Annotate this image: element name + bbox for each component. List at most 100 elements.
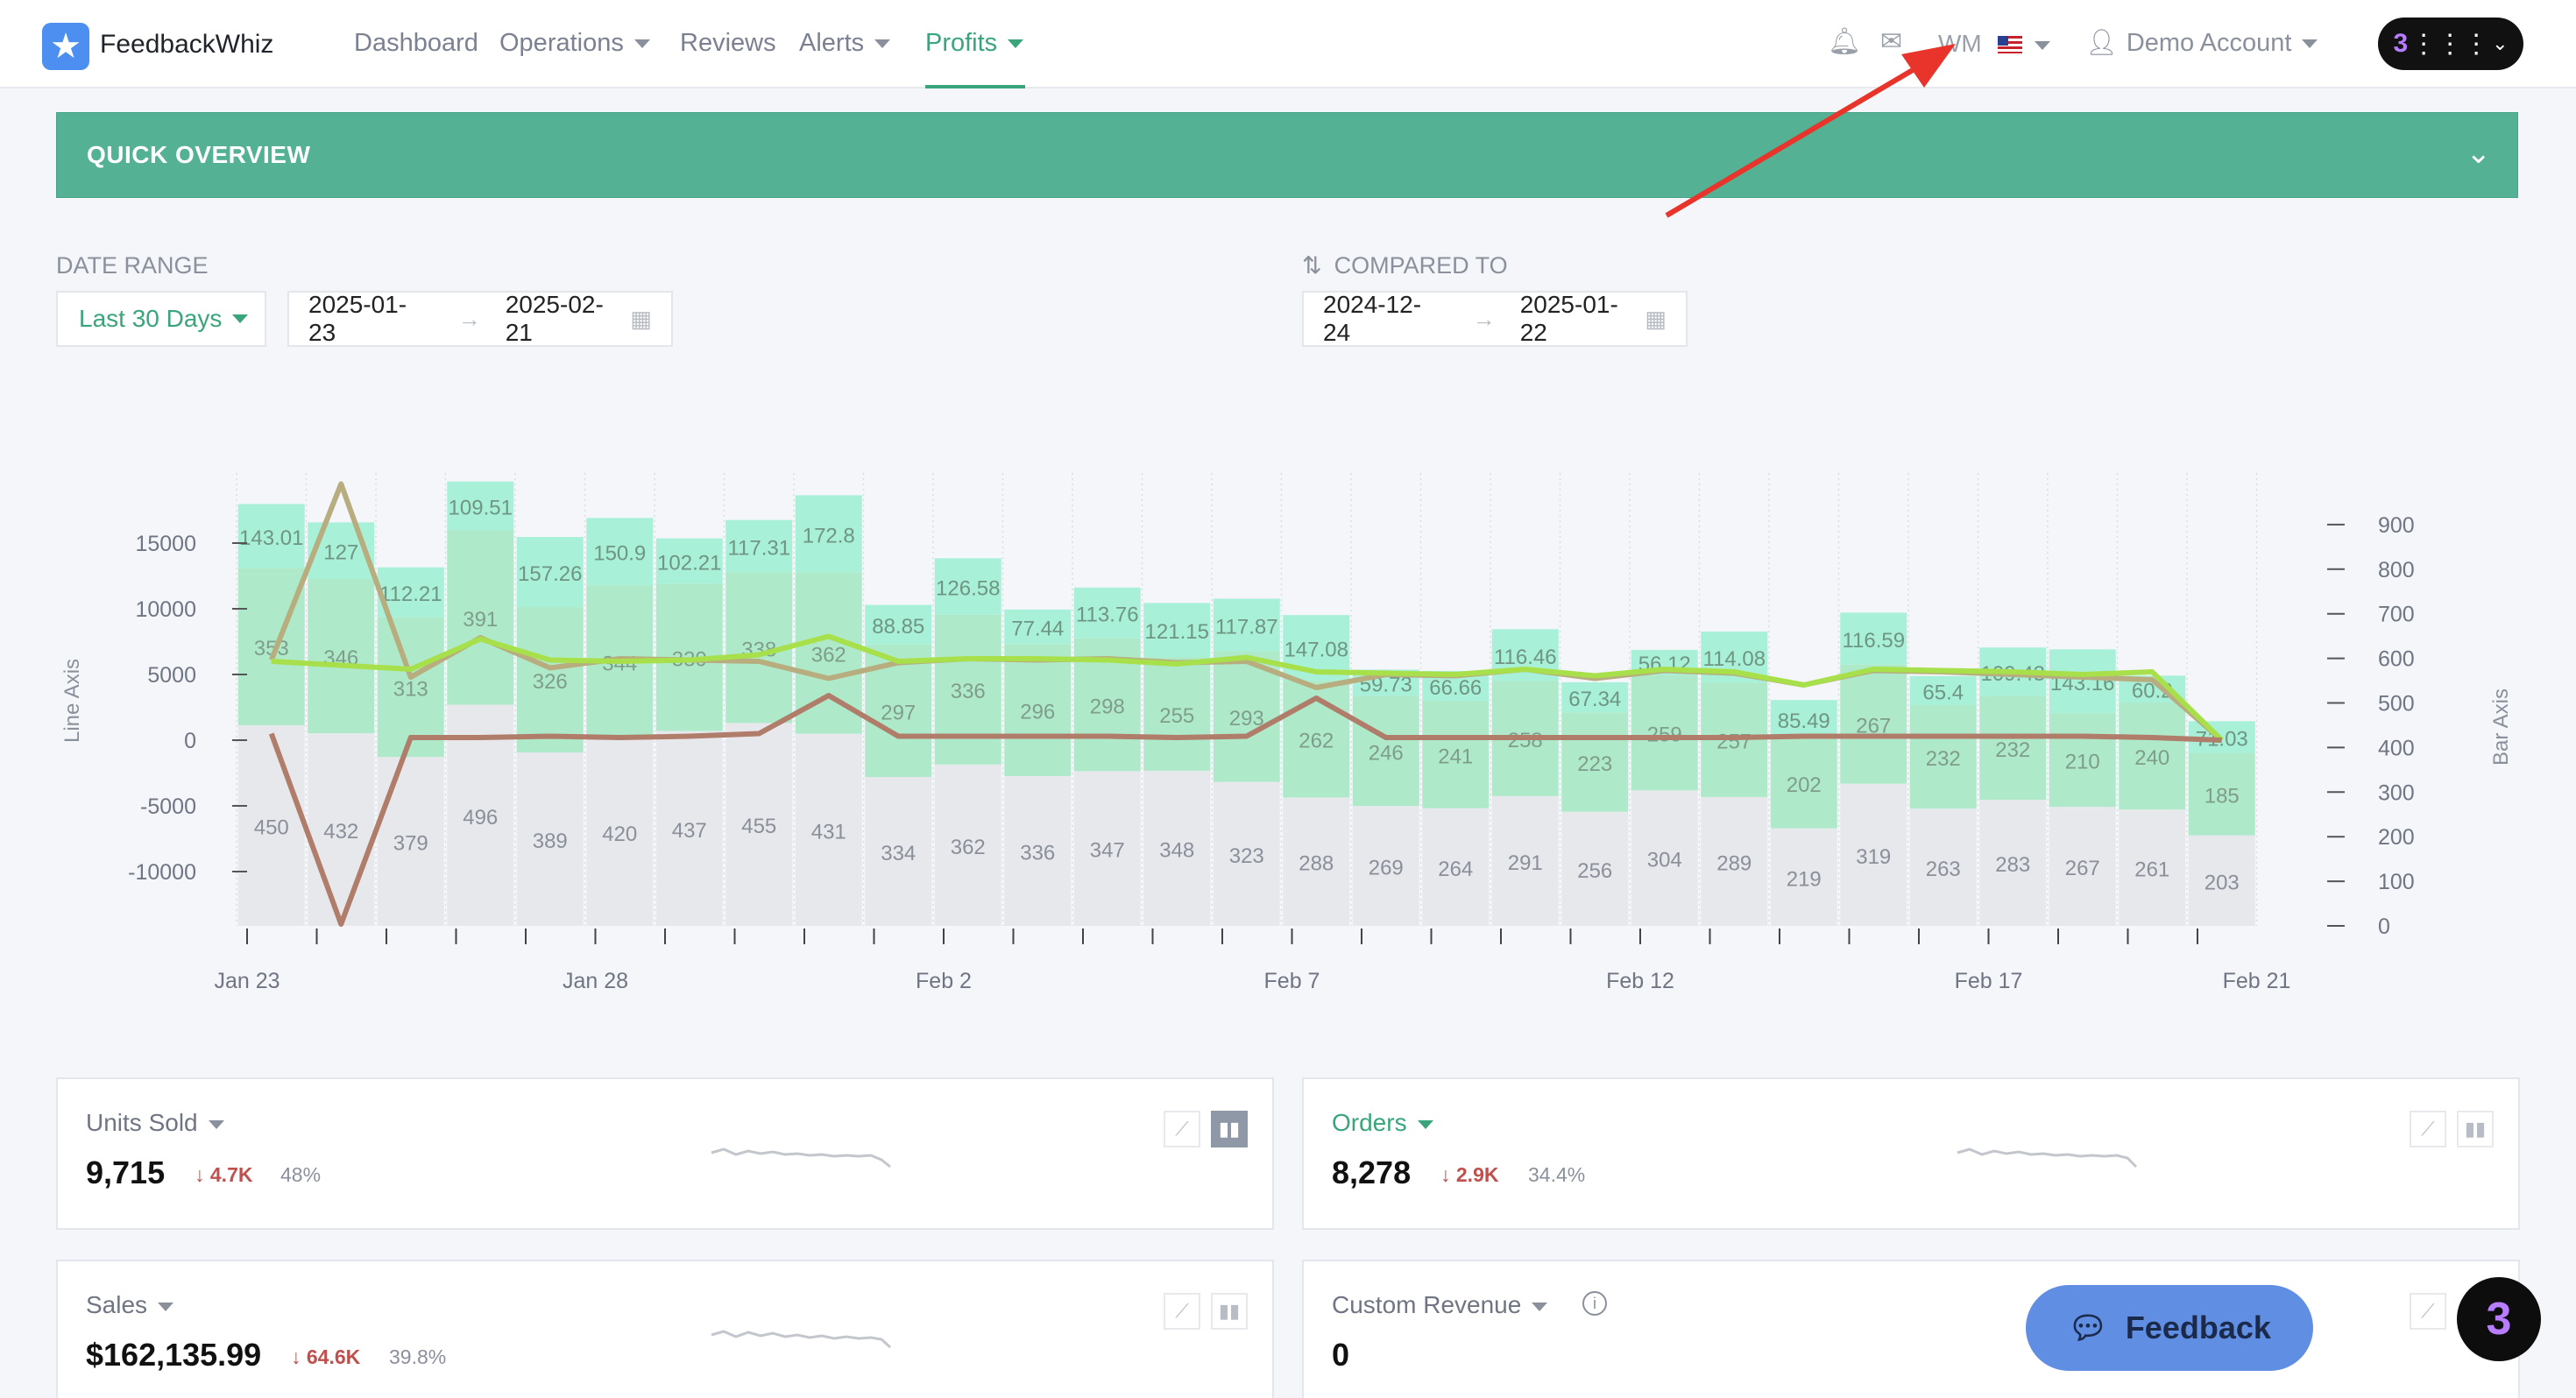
account-menu[interactable]: 👤︎ Demo Account (2085, 28, 2318, 58)
units-sold-title[interactable]: Units Sold (86, 1109, 224, 1137)
bar-segment-base (1631, 790, 1698, 926)
bar-label-base: 432 (323, 820, 358, 844)
sales-title[interactable]: Sales (86, 1291, 174, 1319)
line-chart-toggle[interactable]: ⟋ (2410, 1111, 2446, 1147)
marketplace-code[interactable]: WM (1938, 30, 1982, 57)
bar-label-mid: 257 (1716, 730, 1752, 753)
bar-label-mid: 296 (1020, 701, 1055, 724)
chevron-down-icon (208, 1119, 224, 1129)
bar-chart-toggle[interactable]: ▮▮ (1211, 1111, 1248, 1147)
date-range-preset-dropdown[interactable]: Last 30 Days (56, 291, 266, 347)
bar-label-base: 348 (1159, 838, 1194, 862)
bar-label-base: 264 (1438, 858, 1473, 881)
right-axis-title: Bar Axis (2489, 688, 2513, 766)
compare-end-date[interactable]: 2025-01-22 (1519, 291, 1618, 346)
bar-label-base: 289 (1716, 851, 1752, 875)
left-axis-tick-label: -5000 (140, 794, 196, 819)
compare-start-date[interactable]: 2024-12-24 (1323, 291, 1422, 346)
bar-segment-top (725, 519, 793, 573)
orders-pct: 34.4% (1528, 1163, 1586, 1186)
b3-logo-icon: 3 (2393, 29, 2409, 58)
nav-dashboard[interactable]: Dashboard (354, 29, 478, 57)
bar-label-base: 261 (2134, 858, 2169, 882)
nav-profits[interactable]: Profits (925, 29, 1024, 58)
bar-segment-mid (1213, 651, 1280, 782)
bar-label-top: 127 (323, 541, 358, 565)
line-chart-toggle[interactable]: ⟋ (2410, 1293, 2446, 1330)
bar-label-base: 455 (741, 815, 776, 838)
orders-title[interactable]: Orders (1332, 1109, 1433, 1137)
sales-card: Sales $162,135.99 ↓ 64.6K 39.8% ⟋ ▮▮ (56, 1260, 1274, 1398)
bar-segment-base (308, 733, 375, 926)
bar-label-top: 121.15 (1145, 620, 1209, 644)
bar-segment-top (237, 504, 305, 568)
date-range-label: DATE RANGE (56, 252, 209, 279)
bar-segment-top (1143, 603, 1211, 658)
bar-segment-mid (1770, 738, 1837, 829)
bar-segment-top (934, 558, 1001, 615)
calendar-icon[interactable]: ▦ (630, 305, 652, 332)
series-line (268, 693, 2222, 927)
bell-icon[interactable]: 🔔︎ (1828, 27, 1862, 56)
x-axis-tick-label: Feb 7 (1264, 969, 1320, 993)
bar-segment-top (1213, 598, 1280, 652)
date-range-picker[interactable]: 2025-01-23 → 2025-02-21 ▦ (287, 291, 673, 347)
line-chart-toggle[interactable]: ⟋ (1164, 1111, 1200, 1147)
bar-label-top: 88.85 (872, 615, 924, 639)
bar-segment-mid (1352, 695, 1419, 807)
bar-label-top: 172.8 (803, 524, 855, 547)
chevron-down-icon: ⌄ (2492, 32, 2509, 54)
bar-label-base: 267 (2065, 857, 2100, 880)
chevron-down-icon[interactable] (2035, 41, 2050, 50)
feedbackwhiz-logo-icon[interactable]: ★ (42, 23, 89, 70)
feedback-button[interactable]: 💬︎ Feedback (2026, 1285, 2313, 1371)
bar-segment-top (1840, 612, 1907, 665)
bar-segment-base (2119, 809, 2186, 926)
bar-segment-base (237, 724, 305, 926)
bar-chart-icon: ▮▮ (2464, 1118, 2487, 1140)
bar-segment-base (1909, 808, 1977, 926)
bar-segment-top (865, 604, 932, 645)
series-line (271, 633, 2224, 743)
arrow-right-icon: → (457, 305, 481, 332)
chevron-down-icon[interactable]: ⌄ (2466, 137, 2492, 170)
bar-segment-base (725, 723, 793, 926)
brand-name: FeedbackWhiz (100, 30, 274, 59)
bar-segment-top (655, 538, 723, 584)
bar-chart-toggle[interactable]: ▮▮ (2457, 1111, 2494, 1147)
bar-label-mid: 241 (1438, 745, 1473, 768)
compare-date-picker[interactable]: 2024-12-24 → 2025-01-22 ▦ (1302, 291, 1688, 347)
line-chart-toggle[interactable]: ⟋ (1164, 1293, 1200, 1330)
end-date[interactable]: 2025-02-21 (505, 291, 604, 346)
start-date[interactable]: 2025-01-23 (308, 291, 407, 346)
quick-overview-header[interactable]: QUICK OVERVIEW ⌄ (56, 112, 2518, 198)
bar-segment-base (1073, 771, 1141, 926)
bar-label-base: 420 (602, 823, 637, 846)
bar-segment-mid (1840, 664, 1907, 784)
info-icon[interactable]: i (1582, 1291, 1607, 1316)
nav-operations[interactable]: Operations (499, 29, 650, 58)
bar-label-mid: 258 (1508, 729, 1543, 752)
nav-reviews[interactable]: Reviews (680, 29, 776, 57)
nav-alerts[interactable]: Alerts (799, 29, 891, 58)
x-axis-tick-label: Jan 23 (214, 969, 280, 993)
bar-label-mid: 297 (881, 701, 916, 724)
bar-label-top: 143.01 (239, 526, 303, 550)
units-sold-value: 9,715 (86, 1154, 166, 1190)
bar-segment-base (447, 704, 514, 926)
bar-label-base: 334 (881, 842, 916, 865)
bar-label-top: 67.34 (1568, 688, 1621, 711)
x-axis-tick-label: Feb 21 (2223, 969, 2291, 993)
bar-chart-toggle[interactable]: ▮▮ (1211, 1293, 1248, 1330)
mail-icon[interactable]: ✉ (1880, 27, 1903, 56)
app-switcher-button[interactable]: 3 ⋮⋮⋮ ⌄ (2378, 18, 2523, 70)
calendar-icon[interactable]: ▦ (1645, 305, 1667, 332)
custom-revenue-title[interactable]: Custom Revenue (1332, 1291, 1548, 1319)
flag-icon[interactable] (1998, 36, 2022, 53)
chevron-down-icon (1532, 1302, 1548, 1311)
bar-label-mid: 255 (1159, 704, 1194, 728)
line-chart-icon: ⟋ (1175, 1118, 1189, 1140)
chat-icon: 💬︎ (2068, 1310, 2108, 1345)
arrow-down-icon: ↓ (1440, 1163, 1456, 1186)
assistant-bubble-icon[interactable]: 3 (2457, 1277, 2541, 1361)
